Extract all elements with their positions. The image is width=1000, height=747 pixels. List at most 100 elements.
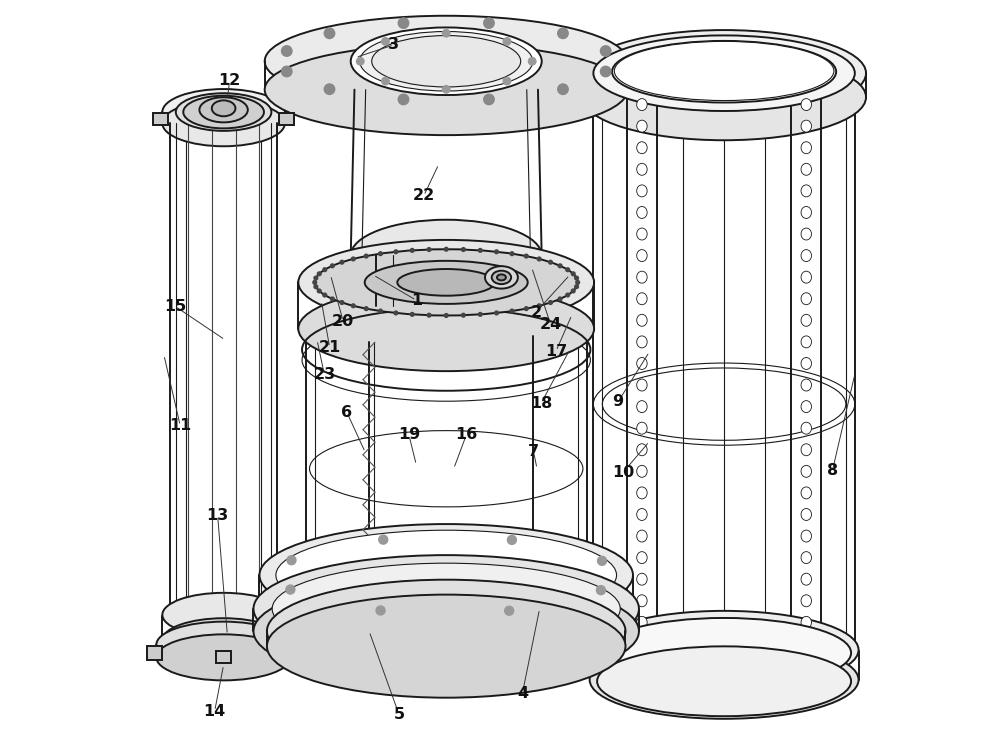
Ellipse shape: [801, 293, 811, 305]
Ellipse shape: [801, 616, 811, 628]
Ellipse shape: [597, 646, 851, 716]
Circle shape: [314, 285, 318, 288]
Ellipse shape: [801, 400, 811, 412]
Circle shape: [379, 252, 382, 255]
Circle shape: [503, 37, 511, 45]
Ellipse shape: [637, 249, 647, 261]
Ellipse shape: [801, 142, 811, 154]
Circle shape: [427, 313, 431, 317]
Text: 16: 16: [455, 427, 478, 442]
Circle shape: [427, 248, 431, 252]
Ellipse shape: [801, 99, 811, 111]
Ellipse shape: [485, 266, 518, 288]
Ellipse shape: [637, 444, 647, 456]
Circle shape: [478, 312, 482, 316]
Ellipse shape: [637, 422, 647, 434]
Circle shape: [484, 18, 494, 28]
Circle shape: [282, 66, 292, 77]
Ellipse shape: [637, 638, 647, 650]
Text: 15: 15: [164, 299, 186, 314]
Ellipse shape: [582, 54, 866, 140]
Circle shape: [317, 272, 321, 276]
Ellipse shape: [637, 120, 647, 132]
Circle shape: [313, 280, 317, 284]
Ellipse shape: [637, 206, 647, 218]
Text: 6: 6: [341, 405, 352, 420]
Circle shape: [410, 312, 414, 316]
Bar: [153, 113, 168, 125]
Circle shape: [287, 556, 296, 565]
Text: 14: 14: [204, 704, 226, 719]
Text: 7: 7: [528, 444, 539, 459]
Circle shape: [558, 84, 568, 94]
Ellipse shape: [801, 530, 811, 542]
Ellipse shape: [801, 336, 811, 348]
Ellipse shape: [637, 551, 647, 563]
Circle shape: [382, 78, 389, 85]
Ellipse shape: [637, 142, 647, 154]
Bar: [279, 113, 294, 125]
Circle shape: [524, 254, 528, 258]
Text: 4: 4: [517, 686, 528, 701]
Ellipse shape: [801, 164, 811, 176]
Circle shape: [596, 586, 605, 595]
Ellipse shape: [801, 465, 811, 477]
Circle shape: [357, 58, 364, 65]
Circle shape: [462, 248, 465, 252]
Text: 19: 19: [398, 427, 420, 442]
Circle shape: [566, 268, 570, 272]
Ellipse shape: [497, 274, 506, 280]
Circle shape: [571, 289, 575, 293]
Circle shape: [394, 311, 398, 314]
Ellipse shape: [614, 41, 834, 101]
Ellipse shape: [593, 35, 855, 111]
Ellipse shape: [212, 100, 235, 117]
Circle shape: [507, 536, 516, 545]
Text: 13: 13: [207, 508, 229, 523]
Circle shape: [394, 250, 398, 254]
Ellipse shape: [612, 41, 836, 102]
Ellipse shape: [637, 99, 647, 111]
Text: 10: 10: [612, 465, 634, 480]
Text: 23: 23: [313, 368, 336, 382]
Ellipse shape: [801, 595, 811, 607]
Ellipse shape: [186, 106, 261, 140]
Circle shape: [444, 314, 448, 317]
Circle shape: [484, 94, 494, 105]
Ellipse shape: [637, 616, 647, 628]
Ellipse shape: [801, 509, 811, 521]
Ellipse shape: [272, 563, 620, 654]
Ellipse shape: [162, 100, 285, 146]
Ellipse shape: [259, 524, 633, 626]
Ellipse shape: [492, 270, 511, 284]
Text: 21: 21: [319, 340, 341, 355]
Circle shape: [364, 307, 368, 311]
Text: 20: 20: [332, 314, 354, 329]
Ellipse shape: [162, 593, 285, 636]
Circle shape: [510, 309, 514, 313]
Ellipse shape: [265, 16, 628, 107]
Ellipse shape: [199, 97, 248, 123]
Ellipse shape: [186, 599, 261, 633]
Ellipse shape: [637, 509, 647, 521]
Ellipse shape: [801, 120, 811, 132]
Circle shape: [410, 249, 414, 252]
Circle shape: [600, 66, 611, 77]
Ellipse shape: [801, 551, 811, 563]
Circle shape: [324, 84, 335, 94]
Circle shape: [376, 606, 385, 615]
Ellipse shape: [801, 185, 811, 197]
Ellipse shape: [372, 36, 521, 87]
Circle shape: [478, 249, 482, 252]
Ellipse shape: [590, 611, 859, 689]
Ellipse shape: [156, 622, 291, 668]
Circle shape: [566, 293, 570, 297]
Circle shape: [323, 268, 327, 272]
Ellipse shape: [637, 400, 647, 412]
Circle shape: [537, 304, 541, 308]
Ellipse shape: [637, 293, 647, 305]
Ellipse shape: [156, 634, 291, 681]
Circle shape: [330, 264, 334, 267]
Text: 1: 1: [411, 293, 422, 308]
Text: 17: 17: [545, 344, 567, 359]
